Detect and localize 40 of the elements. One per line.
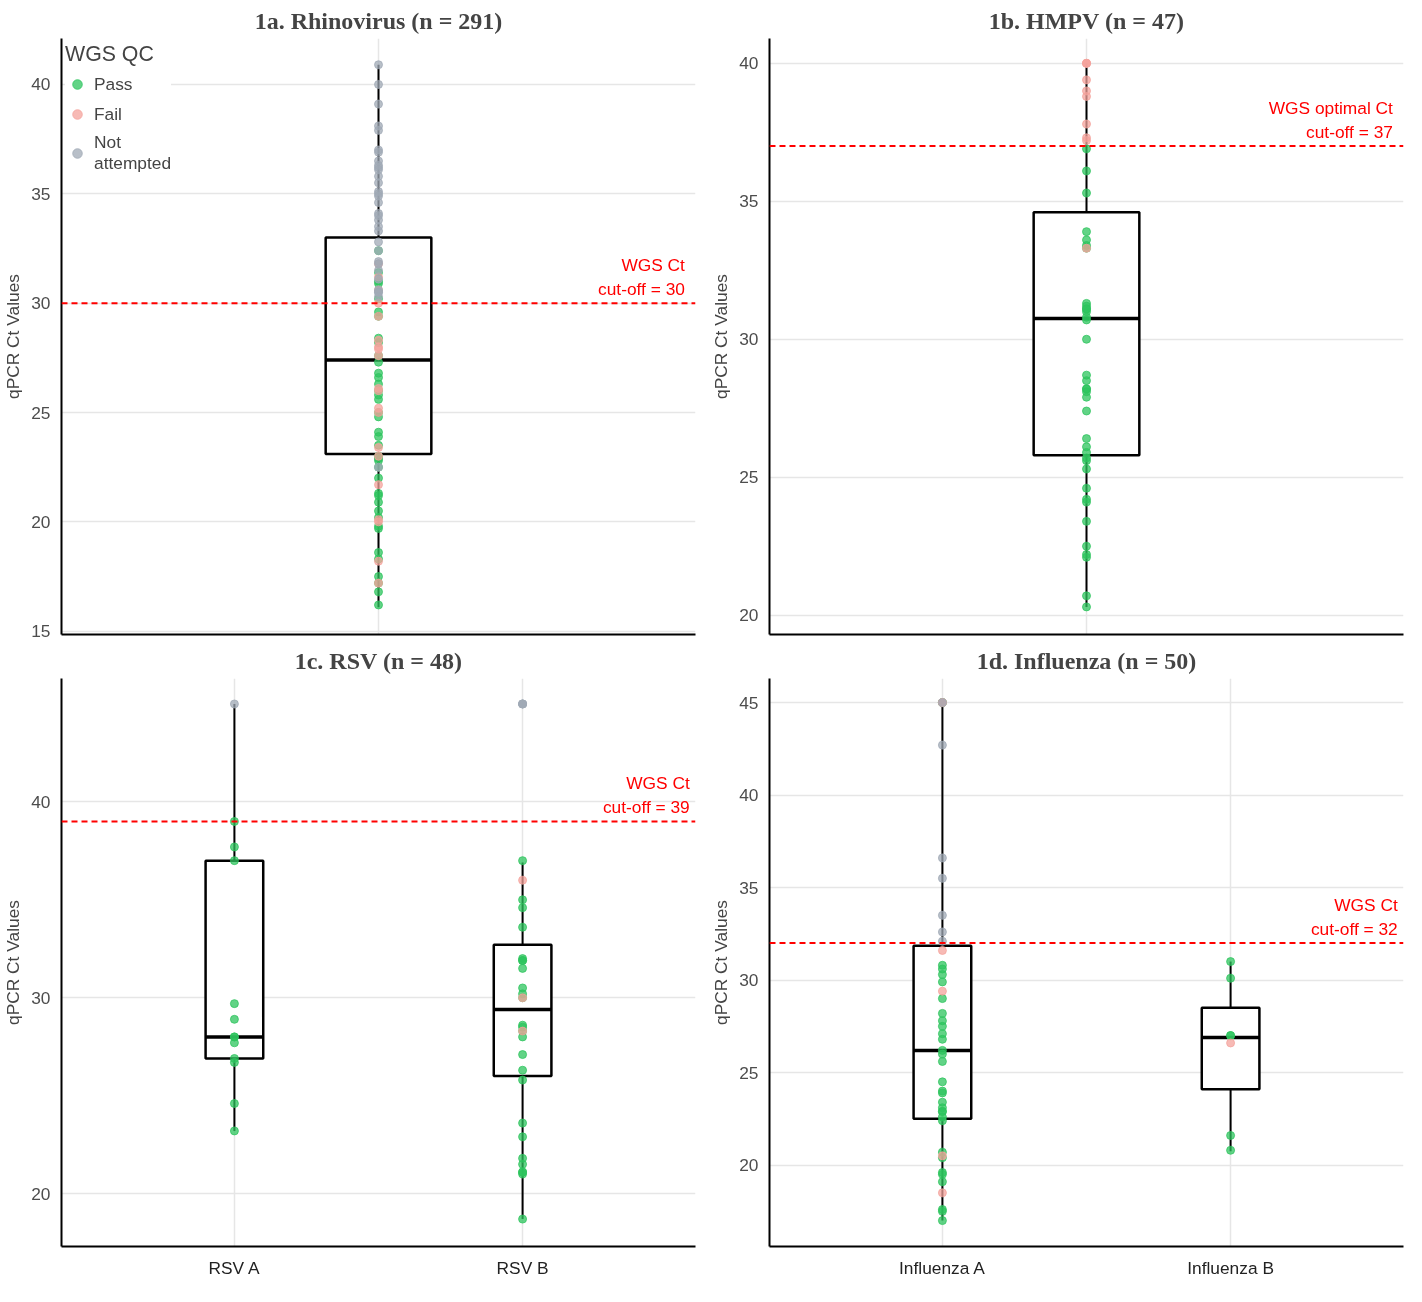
- y-axis-title: qPCR Ct Values: [711, 273, 732, 399]
- y-tick-label: 35: [739, 191, 759, 212]
- x-tick-label: Influenza A: [899, 1257, 986, 1278]
- y-tick-label: 45: [739, 692, 759, 713]
- chart-title: 1b. HMPV (n = 47): [988, 7, 1184, 34]
- y-tick-label: 30: [31, 293, 51, 314]
- y-axis-title: qPCR Ct Values: [3, 899, 24, 1025]
- y-tick-label: 20: [31, 511, 51, 532]
- legend-label: Fail: [94, 103, 122, 125]
- chart-title: 1d. Influenza (n = 50): [976, 647, 1197, 674]
- y-tick-label: 30: [739, 329, 759, 350]
- y-axis-title: qPCR Ct Values: [3, 273, 24, 399]
- y-tick-label: 20: [739, 605, 759, 626]
- x-tick-label: Influenza B: [1187, 1257, 1274, 1278]
- y-tick-label: 35: [739, 877, 759, 898]
- ref-line-label: WGS Ct cut-off = 32: [1310, 895, 1398, 940]
- y-tick-label: 15: [31, 621, 51, 642]
- x-tick-label: RSV B: [496, 1257, 549, 1278]
- y-tick-label: 40: [739, 53, 759, 74]
- chart-title: 1c. RSV (n = 48): [294, 647, 462, 674]
- y-tick-label: 30: [739, 970, 759, 991]
- y-axis-title: qPCR Ct Values: [711, 899, 732, 1025]
- ref-line-label: WGS Ct cut-off = 30: [598, 255, 686, 300]
- y-tick-label: 25: [739, 1062, 759, 1083]
- legend-label: Not attempted: [94, 132, 172, 174]
- y-tick-label: 35: [31, 183, 51, 204]
- y-tick-label: 40: [31, 791, 51, 812]
- ref-line-label: WGS Ct cut-off = 39: [602, 773, 690, 818]
- ref-line-label: WGS optimal Ct cut-off = 37: [1268, 98, 1394, 143]
- y-tick-label: 40: [739, 785, 759, 806]
- y-tick-label: 40: [31, 74, 51, 95]
- y-tick-label: 25: [31, 402, 51, 423]
- y-tick-label: 20: [31, 1183, 51, 1204]
- chart-title: 1a. Rhinovirus (n = 291): [254, 7, 503, 34]
- y-tick-label: 30: [31, 987, 51, 1008]
- y-tick-label: 20: [739, 1155, 759, 1176]
- legend-title: WGS QC: [65, 42, 155, 67]
- y-tick-label: 25: [739, 467, 759, 488]
- x-tick-label: RSV A: [208, 1257, 260, 1278]
- legend-label: Pass: [94, 73, 133, 95]
